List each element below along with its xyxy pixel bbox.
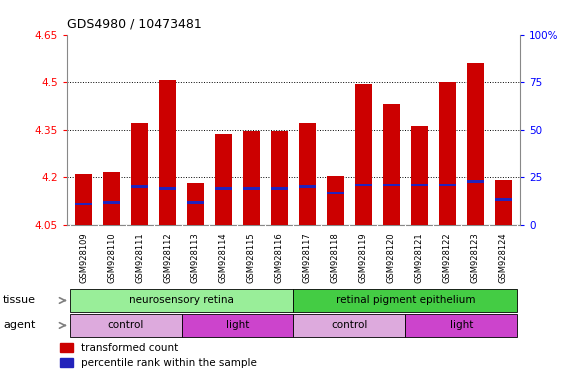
Bar xyxy=(383,184,400,187)
Text: neurosensory retina: neurosensory retina xyxy=(129,295,234,306)
Bar xyxy=(103,172,120,225)
Bar xyxy=(406,314,517,337)
Bar xyxy=(103,201,120,204)
Text: control: control xyxy=(331,320,368,331)
Bar xyxy=(495,180,512,225)
Bar xyxy=(271,131,288,225)
Text: GSM928119: GSM928119 xyxy=(359,232,368,283)
Bar xyxy=(70,314,181,337)
Bar xyxy=(271,187,288,190)
Text: GSM928116: GSM928116 xyxy=(275,232,284,283)
Bar xyxy=(243,131,260,225)
Text: GSM928109: GSM928109 xyxy=(79,232,88,283)
Text: GSM928123: GSM928123 xyxy=(471,232,480,283)
Bar xyxy=(383,104,400,225)
Bar xyxy=(75,174,92,225)
Bar xyxy=(75,203,92,205)
Bar xyxy=(159,187,176,190)
Text: GSM928111: GSM928111 xyxy=(135,232,144,283)
Text: GSM928122: GSM928122 xyxy=(443,232,452,283)
Bar xyxy=(215,187,232,190)
Bar xyxy=(243,187,260,190)
Text: GSM928118: GSM928118 xyxy=(331,232,340,283)
Bar xyxy=(495,198,512,201)
Text: GSM928120: GSM928120 xyxy=(387,232,396,283)
Bar xyxy=(131,185,148,188)
Text: GDS4980 / 10473481: GDS4980 / 10473481 xyxy=(67,18,202,31)
Bar xyxy=(293,289,517,312)
Bar xyxy=(215,134,232,225)
Bar xyxy=(327,192,344,194)
Bar xyxy=(467,63,483,225)
Text: GSM928121: GSM928121 xyxy=(415,232,424,283)
Bar xyxy=(187,184,204,225)
Text: control: control xyxy=(107,320,144,331)
Bar xyxy=(439,184,456,187)
Text: GSM928115: GSM928115 xyxy=(247,232,256,283)
Text: GSM928124: GSM928124 xyxy=(498,232,508,283)
Bar xyxy=(439,82,456,225)
Bar xyxy=(70,289,293,312)
Bar xyxy=(187,201,204,204)
Text: GSM928112: GSM928112 xyxy=(163,232,172,283)
Text: agent: agent xyxy=(3,320,35,331)
Bar xyxy=(355,84,372,225)
Bar xyxy=(467,180,483,183)
Text: light: light xyxy=(226,320,249,331)
Legend: transformed count, percentile rank within the sample: transformed count, percentile rank withi… xyxy=(60,343,257,368)
Bar xyxy=(299,185,316,188)
Text: tissue: tissue xyxy=(3,295,36,306)
Bar xyxy=(293,314,406,337)
Bar xyxy=(411,184,428,187)
Text: GSM928110: GSM928110 xyxy=(107,232,116,283)
Bar xyxy=(299,123,316,225)
Text: retinal pigment epithelium: retinal pigment epithelium xyxy=(336,295,475,306)
Bar xyxy=(131,123,148,225)
Text: light: light xyxy=(450,320,473,331)
Text: GSM928113: GSM928113 xyxy=(191,232,200,283)
Text: GSM928117: GSM928117 xyxy=(303,232,312,283)
Bar xyxy=(411,126,428,225)
Bar xyxy=(355,184,372,187)
Bar xyxy=(181,314,293,337)
Text: GSM928114: GSM928114 xyxy=(219,232,228,283)
Bar xyxy=(159,81,176,225)
Bar xyxy=(327,175,344,225)
